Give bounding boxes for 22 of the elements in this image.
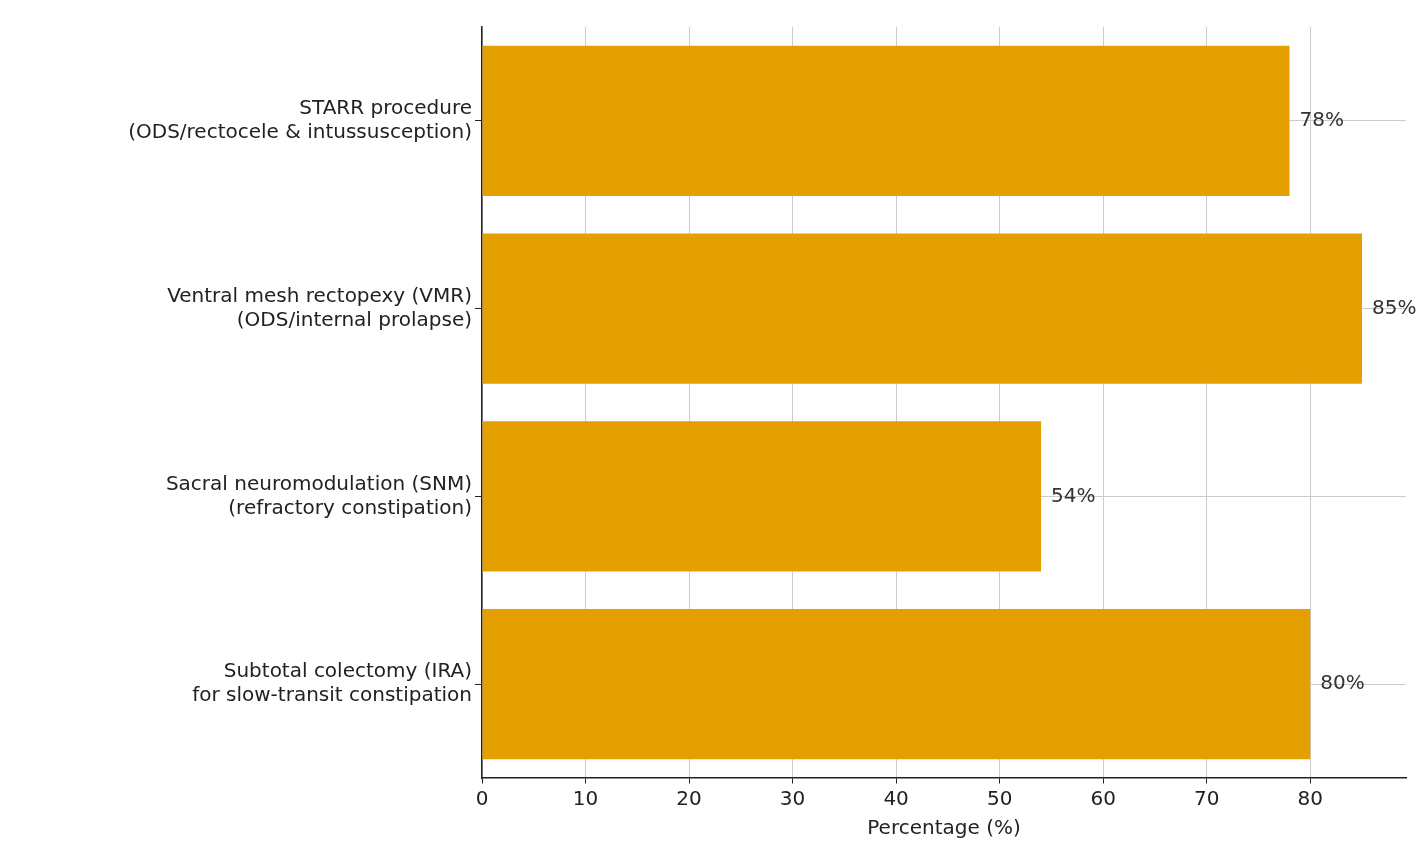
bar — [482, 609, 1311, 760]
x-tick-label: 20 — [676, 786, 702, 811]
y-tick-label: Ventral mesh rectopexy (VMR) (ODS/internal prolapse) — [167, 282, 472, 331]
x-tick-label: 60 — [1090, 786, 1116, 811]
bar — [482, 45, 1290, 196]
bar — [482, 421, 1042, 572]
x-tick-label: 0 — [475, 786, 489, 811]
y-tick-label: Subtotal colectomy (IRA) for slow-transit constipation — [192, 658, 472, 707]
data-label: 85% — [1372, 294, 1417, 319]
y-tick-label: Sacral neuromodulation (SNM) (refractory constipation) — [165, 470, 472, 519]
x-tick-label: 80 — [1297, 786, 1323, 811]
bar — [482, 233, 1362, 384]
data-label: 80% — [1320, 670, 1365, 695]
x-axis-title: Percentage (%) — [867, 815, 1021, 840]
x-tick-label: 50 — [986, 786, 1013, 811]
y-tick-label: STARR procedure (ODS/rectocele & intussusception) — [128, 95, 472, 144]
x-tick-label: 40 — [883, 786, 909, 811]
data-label: 78% — [1299, 107, 1344, 132]
x-tick-label: 30 — [779, 786, 806, 811]
data-label: 54% — [1051, 482, 1096, 507]
x-tick-label: 10 — [572, 786, 599, 811]
x-tick-label: 70 — [1193, 786, 1220, 811]
